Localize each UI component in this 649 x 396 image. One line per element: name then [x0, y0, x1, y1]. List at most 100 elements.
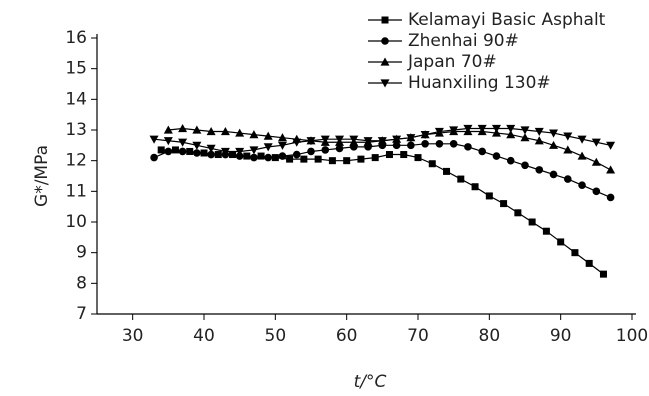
marker — [371, 154, 379, 162]
marker — [443, 167, 451, 175]
marker — [420, 131, 430, 140]
marker — [591, 138, 601, 147]
marker — [534, 127, 544, 137]
marker — [421, 140, 429, 148]
marker — [500, 200, 508, 208]
marker — [229, 151, 237, 159]
marker — [542, 227, 550, 235]
marker — [343, 157, 351, 165]
y-tick-label: 16 — [65, 28, 87, 48]
x-tick-label: 40 — [193, 326, 215, 346]
marker — [349, 135, 359, 144]
marker — [506, 124, 516, 133]
marker — [585, 259, 593, 267]
x-tick-label: 70 — [407, 326, 429, 346]
legend-label: Japan 70# — [407, 52, 497, 72]
legend-label: Kelamayi Basic Asphalt — [408, 10, 606, 30]
marker — [492, 152, 501, 160]
x-tick-label: 30 — [122, 326, 144, 346]
marker — [335, 135, 345, 144]
x-tick-label: 50 — [265, 326, 287, 346]
marker — [235, 147, 245, 156]
marker — [549, 129, 559, 138]
marker — [563, 145, 573, 154]
legend-label: Zhenhai 90# — [408, 31, 519, 51]
y-tick-label: 9 — [76, 243, 87, 263]
marker — [521, 161, 529, 170]
marker — [150, 153, 158, 162]
marker — [192, 125, 202, 134]
marker — [220, 127, 230, 136]
x-tick-label: 100 — [616, 326, 648, 346]
marker — [577, 151, 587, 160]
marker — [163, 137, 173, 146]
y-tick-label: 13 — [65, 120, 87, 140]
marker — [514, 209, 522, 217]
marker — [606, 141, 616, 150]
marker — [606, 193, 615, 202]
marker — [193, 149, 201, 157]
marker — [149, 135, 159, 144]
marker — [192, 141, 202, 150]
marker — [249, 130, 259, 139]
y-tick-label: 14 — [65, 89, 87, 109]
marker — [571, 249, 579, 257]
marker — [534, 136, 544, 145]
marker — [471, 183, 479, 191]
marker — [520, 126, 530, 135]
marker — [300, 155, 308, 163]
marker — [264, 153, 273, 162]
marker — [434, 127, 444, 137]
marker — [449, 126, 459, 135]
marker — [414, 154, 422, 162]
marker — [220, 147, 230, 156]
marker — [557, 238, 565, 246]
x-tick-label: 90 — [550, 326, 572, 346]
marker — [314, 155, 322, 163]
marker — [357, 155, 365, 163]
marker — [271, 154, 279, 162]
marker — [320, 135, 330, 144]
marker — [449, 140, 458, 148]
marker — [577, 135, 587, 144]
series-line — [168, 127, 611, 171]
marker — [457, 175, 465, 183]
marker — [178, 147, 187, 156]
marker — [380, 79, 390, 88]
marker — [563, 132, 573, 141]
marker — [278, 152, 287, 160]
marker — [286, 155, 294, 163]
marker — [249, 146, 259, 155]
marker — [506, 156, 515, 165]
marker — [335, 144, 344, 153]
marker — [506, 130, 516, 139]
marker — [406, 134, 416, 143]
marker — [157, 146, 165, 154]
marker — [591, 157, 601, 166]
marker — [578, 181, 586, 189]
marker — [435, 140, 444, 148]
y-tick-label: 7 — [76, 304, 87, 324]
marker — [381, 16, 389, 24]
marker — [206, 144, 216, 153]
marker — [564, 175, 572, 183]
marker — [164, 147, 173, 156]
marker — [549, 140, 559, 149]
marker — [380, 57, 390, 66]
marker — [377, 137, 387, 146]
marker — [392, 141, 401, 150]
x-axis-label: t/°C — [354, 372, 387, 392]
marker — [243, 152, 251, 160]
marker — [549, 170, 558, 179]
marker — [178, 138, 188, 147]
marker — [307, 147, 315, 156]
marker — [257, 152, 265, 160]
marker — [606, 165, 616, 174]
marker — [263, 143, 273, 152]
y-tick-label: 12 — [65, 151, 87, 171]
marker — [306, 137, 316, 146]
marker — [491, 124, 501, 133]
marker — [171, 146, 179, 154]
marker — [599, 270, 607, 278]
marker — [528, 218, 536, 226]
